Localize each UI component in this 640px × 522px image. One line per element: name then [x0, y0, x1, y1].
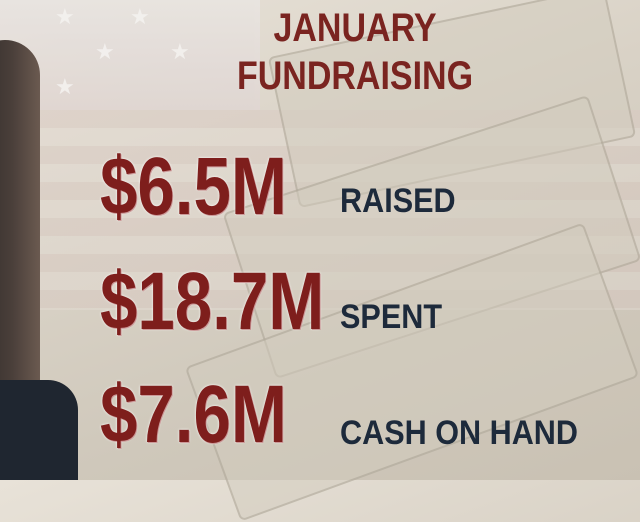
title-line-1: JANUARY	[273, 6, 437, 50]
stat-label: RAISED	[340, 182, 456, 220]
star-icon: ★	[55, 75, 75, 100]
background-flag: ★ ★ ★ ★ ★	[0, 0, 260, 110]
star-icon: ★	[170, 40, 190, 65]
star-icon: ★	[95, 40, 115, 65]
stat-amount: $7.6M	[100, 369, 287, 460]
stat-raised: $6.5M	[100, 140, 328, 234]
stat-cash-on-hand: $7.6M	[100, 368, 328, 462]
star-icon: ★	[130, 5, 150, 30]
stat-amount: $6.5M	[100, 141, 287, 232]
stat-label: SPENT	[340, 298, 443, 336]
stat-label: CASH ON HAND	[340, 414, 579, 452]
stat-amount: $18.7M	[100, 256, 325, 347]
title-line-2: FUNDRAISING	[236, 54, 474, 98]
stat-spent: $18.7M	[100, 255, 374, 349]
person-suit	[0, 380, 78, 480]
star-icon: ★	[55, 5, 75, 30]
